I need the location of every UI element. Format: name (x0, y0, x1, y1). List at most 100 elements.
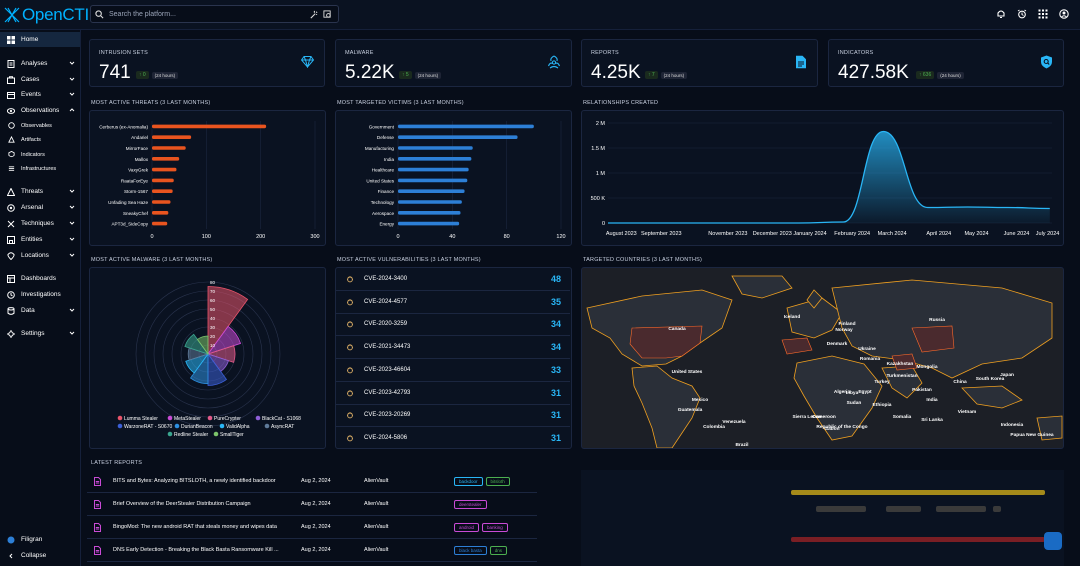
legend-label[interactable]: SmallTiger (220, 432, 244, 438)
report-tag[interactable]: black basta (454, 545, 487, 555)
polar-slice[interactable] (185, 353, 210, 374)
sidebar-item-investigations[interactable]: Investigations (0, 287, 80, 302)
countries-map-card[interactable]: Canada United States Mexico Colombia Guatema… (581, 267, 1064, 449)
legend-label[interactable]: MetaStealer (174, 416, 201, 422)
vuln-row[interactable]: CVE-2023-20269 31 (336, 404, 570, 428)
vuln-row[interactable]: CVE-2020-3259 34 (336, 313, 570, 337)
report-tag[interactable]: android (454, 522, 480, 532)
sidebar-item-threats[interactable]: Threats (0, 184, 80, 199)
bar[interactable] (152, 146, 186, 150)
bar[interactable] (398, 146, 473, 150)
legend-label[interactable]: PureCrypter (214, 416, 241, 422)
bar[interactable] (398, 178, 468, 183)
x-tick-label: 100 (202, 234, 211, 240)
bar[interactable] (398, 167, 469, 172)
bar[interactable] (398, 200, 462, 204)
legend-label[interactable]: WarzoneRAT - S0670 (124, 424, 172, 430)
search-filter-button[interactable] (306, 7, 320, 21)
user-icon[interactable] (1058, 8, 1070, 20)
bar[interactable] (152, 211, 169, 215)
report-title[interactable]: BITS and Bytes: Analyzing BITSLOTH, a ne… (113, 478, 276, 484)
sidebar-collapse[interactable]: Collapse (0, 548, 80, 563)
bar[interactable] (152, 167, 177, 172)
vuln-row[interactable]: CVE-2024-5806 31 (336, 427, 570, 448)
stat-card-intrusion-sets[interactable]: INTRUSION SETS 741 ↑ 0 (24 hours) (89, 39, 325, 87)
sidebar-filigran[interactable]: Filigran (0, 532, 80, 547)
legend-label[interactable]: DurianBeacon (181, 424, 213, 430)
report-tag[interactable]: backdoor (454, 476, 483, 486)
legend-label[interactable]: Redline Stealer (174, 432, 209, 438)
sidebar-item-home[interactable]: Home (0, 32, 80, 47)
sidebar-item-cases[interactable]: Cases (0, 72, 80, 87)
polar-slice[interactable] (189, 352, 209, 385)
polar-slice[interactable] (206, 345, 236, 363)
bar[interactable] (152, 221, 168, 226)
alarm-icon[interactable] (1016, 8, 1028, 20)
bar[interactable] (152, 178, 174, 183)
search-input[interactable]: Search the platform... (109, 10, 176, 18)
search-bulk-button[interactable] (320, 7, 334, 21)
vuln-row[interactable]: CVE-2024-3400 48 (336, 268, 570, 291)
bar[interactable] (398, 211, 461, 215)
report-tag[interactable]: banking (482, 522, 508, 532)
apps-grid-icon[interactable] (1037, 8, 1049, 20)
bar[interactable] (152, 200, 171, 204)
sidebar-item-entities[interactable]: Entities (0, 232, 80, 247)
report-tag[interactable]: deerstealer (454, 499, 487, 509)
bar[interactable] (152, 124, 267, 129)
bar[interactable] (152, 157, 180, 161)
world-map[interactable]: Canada United States Mexico Colombia Guatema… (582, 268, 1064, 449)
report-title[interactable]: Brief Overview of the DeerStealer Distri… (113, 501, 251, 507)
polar-slice[interactable] (196, 335, 209, 356)
report-row[interactable]: BITS and Bytes: Analyzing BITSLOTH, a ne… (87, 470, 537, 493)
stat-card-reports[interactable]: REPORTS 4.25K ↑ 7 (24 hours) (581, 39, 818, 87)
bar[interactable] (398, 221, 460, 226)
legend-label[interactable]: ValidAlpha (226, 424, 250, 430)
sidebar-item-data[interactable]: Data (0, 303, 80, 318)
sidebar-item-locations[interactable]: Locations (0, 248, 80, 263)
bar[interactable] (398, 189, 465, 193)
sidebar-item-settings[interactable]: Settings (0, 326, 80, 341)
sidebar-item-artifacts[interactable]: Artifacts (0, 132, 80, 147)
polar-slice[interactable] (206, 325, 242, 355)
legend-label[interactable]: BlackCat - S1068 (262, 416, 301, 422)
sidebar-item-indicators[interactable]: Indicators (0, 147, 80, 162)
stat-card-malware[interactable]: MALWARE 5.22K ↑ 5 (24 hours) (335, 39, 572, 87)
sidebar-item-dashboards[interactable]: Dashboards (0, 271, 80, 286)
app-logo[interactable]: OpenCTI (4, 5, 89, 25)
sidebar-item-observables[interactable]: Observables (0, 118, 80, 133)
bar[interactable] (398, 157, 472, 161)
stat-card-indicators[interactable]: INDICATORS 427.58K ↑ 636 (24 hours) (828, 39, 1064, 87)
r-tick-label: 80 (210, 280, 216, 285)
bar[interactable] (398, 124, 534, 129)
report-tag[interactable]: bitsloth (485, 476, 510, 486)
report-row[interactable]: DNS Early Detection - Breaking the Black… (87, 539, 537, 562)
vuln-row[interactable]: CVE-2021-34473 34 (336, 336, 570, 360)
report-tag[interactable]: dns (489, 545, 508, 555)
series-line[interactable] (608, 130, 1050, 224)
floating-action-button[interactable] (1044, 532, 1062, 550)
polar-slice[interactable] (207, 352, 228, 386)
bar[interactable] (152, 189, 173, 193)
vuln-row[interactable]: CVE-2023-46604 33 (336, 359, 570, 382)
bell-icon[interactable] (995, 8, 1007, 20)
legend-label[interactable]: Lumma Stealer (124, 416, 158, 422)
sidebar-item-analyses[interactable]: Analyses (0, 56, 80, 71)
sidebar-item-arsenal[interactable]: Arsenal (0, 200, 80, 215)
report-title[interactable]: DNS Early Detection - Breaking the Black… (113, 547, 279, 553)
polar-slice[interactable] (207, 286, 249, 356)
bar[interactable] (398, 135, 518, 139)
report-title[interactable]: BingoMod: The new android RAT that steal… (113, 524, 277, 530)
report-row[interactable]: BingoMod: The new android RAT that steal… (87, 516, 537, 539)
bar[interactable] (152, 135, 192, 139)
polar-slice[interactable] (184, 333, 210, 355)
sidebar-item-observations[interactable]: Observations (0, 103, 80, 118)
sidebar-item-events[interactable]: Events (0, 87, 80, 102)
vuln-row[interactable]: CVE-2024-4577 35 (336, 291, 570, 314)
search-bar[interactable]: Search the platform... (90, 5, 339, 23)
report-row[interactable]: Brief Overview of the DeerStealer Distri… (87, 493, 537, 516)
vuln-row[interactable]: CVE-2023-42793 31 (336, 382, 570, 405)
sidebar-item-techniques[interactable]: Techniques (0, 216, 80, 231)
legend-label[interactable]: AsyncRAT (271, 424, 294, 430)
sidebar-item-infrastructures[interactable]: Infrastructures (0, 161, 80, 176)
